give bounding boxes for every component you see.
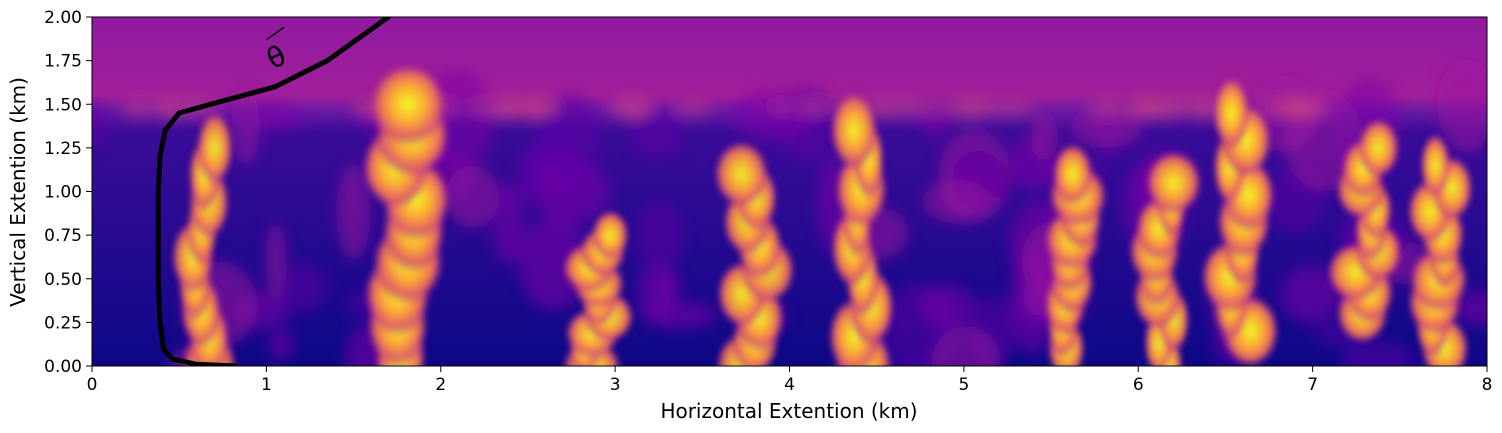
entrainment-bump (672, 100, 715, 116)
thermal-plume (1200, 75, 1280, 366)
entrainment-bump (908, 101, 959, 114)
entrainment-bump (985, 99, 1036, 117)
mixing-patch (336, 163, 371, 260)
y-tick-label: 0.50 (44, 270, 82, 290)
mixing-patch (519, 216, 588, 311)
plume-segment (591, 209, 630, 261)
mixing-patch (630, 107, 684, 160)
x-tick-label: 8 (1482, 375, 1493, 395)
y-tick-label: 1.75 (44, 52, 82, 72)
plot-area: θ (92, 17, 1487, 366)
x-tick-label: 2 (435, 375, 446, 395)
entrainment-bump (609, 97, 652, 118)
theta-overbar (265, 26, 285, 41)
mixing-patch (1437, 58, 1487, 153)
theta-profile-line (155, 17, 391, 366)
x-tick-label: 1 (261, 375, 272, 395)
entrainment-bump (767, 102, 796, 114)
entrainment-bump (872, 98, 923, 118)
axes: 0 1 2 3 4 5 6 7 8 0.00 0.25 0.50 0.75 1.00 1.25 1.50 1.7… (44, 8, 1492, 395)
thermal-plumes (171, 62, 1474, 366)
mixing-patch (1341, 340, 1416, 366)
mixing-patch (920, 285, 975, 330)
y-tick-label: 1.50 (44, 95, 82, 115)
thermal-plume (1326, 117, 1403, 344)
entrainment-bump (1256, 97, 1309, 119)
mixing-patch (931, 326, 1001, 366)
thermal-plume (1128, 150, 1203, 366)
plume-segment (368, 62, 448, 146)
entrainment-bump (152, 96, 177, 119)
x-axis-label: Horizontal Extention (km) (660, 399, 917, 423)
entrainment-bump (1125, 97, 1181, 118)
thermal-plume (1407, 132, 1474, 366)
plume-segment (1212, 75, 1250, 151)
plume-segment (713, 140, 770, 208)
mixing-patch (268, 329, 295, 361)
plume-segment (1052, 142, 1094, 206)
y-tick-label: 2.00 (44, 8, 82, 28)
entrainment-bump (1087, 97, 1128, 118)
x-tick-label: 6 (1133, 375, 1144, 395)
x-tick-label: 0 (87, 375, 98, 395)
mixing-patch (265, 222, 287, 302)
x-tick-label: 3 (610, 375, 621, 395)
mixing-patch (492, 183, 525, 266)
mixing-patch (658, 271, 679, 296)
plume-segment (1420, 132, 1451, 198)
thermal-plume (561, 209, 635, 366)
plume-segment (830, 91, 878, 170)
thermal-plume (361, 62, 452, 366)
mixing-patch (1070, 108, 1143, 148)
thermal-plume (171, 110, 238, 366)
y-tick-label: 0.00 (44, 357, 82, 377)
mixing-patch (228, 103, 306, 132)
entrainment-bump (795, 99, 833, 117)
thermal-plume (1043, 142, 1108, 366)
x-tick-label: 4 (784, 375, 795, 395)
mixing-patch (732, 89, 811, 142)
entrainment-bump (123, 97, 154, 119)
plume-segment (196, 110, 234, 185)
y-tick-label: 1.25 (44, 139, 82, 159)
y-tick-label: 1.00 (44, 183, 82, 203)
thermal-plume (827, 91, 895, 366)
plume-segment (1144, 150, 1203, 216)
y-tick-label: 0.25 (44, 313, 82, 333)
heatmap-field (92, 17, 1487, 366)
x-tick-label: 7 (1307, 375, 1318, 395)
mixing-patch (1031, 112, 1059, 161)
mixing-patch (515, 144, 593, 213)
mixing-patch (281, 264, 328, 312)
mixing-patch (634, 201, 685, 271)
mixing-patch (92, 104, 111, 146)
x-tick-label: 5 (958, 375, 969, 395)
entrainment-bump (957, 101, 1001, 114)
y-axis-label: Vertical Extention (km) (6, 77, 30, 307)
y-tick-label: 0.75 (44, 226, 82, 246)
mixing-patch (1280, 265, 1342, 325)
plume-segment (1357, 117, 1400, 178)
thermal-plume (713, 140, 796, 366)
entrainment-bump (511, 98, 555, 117)
mixing-patch (445, 165, 500, 228)
mixing-patch (922, 179, 992, 223)
